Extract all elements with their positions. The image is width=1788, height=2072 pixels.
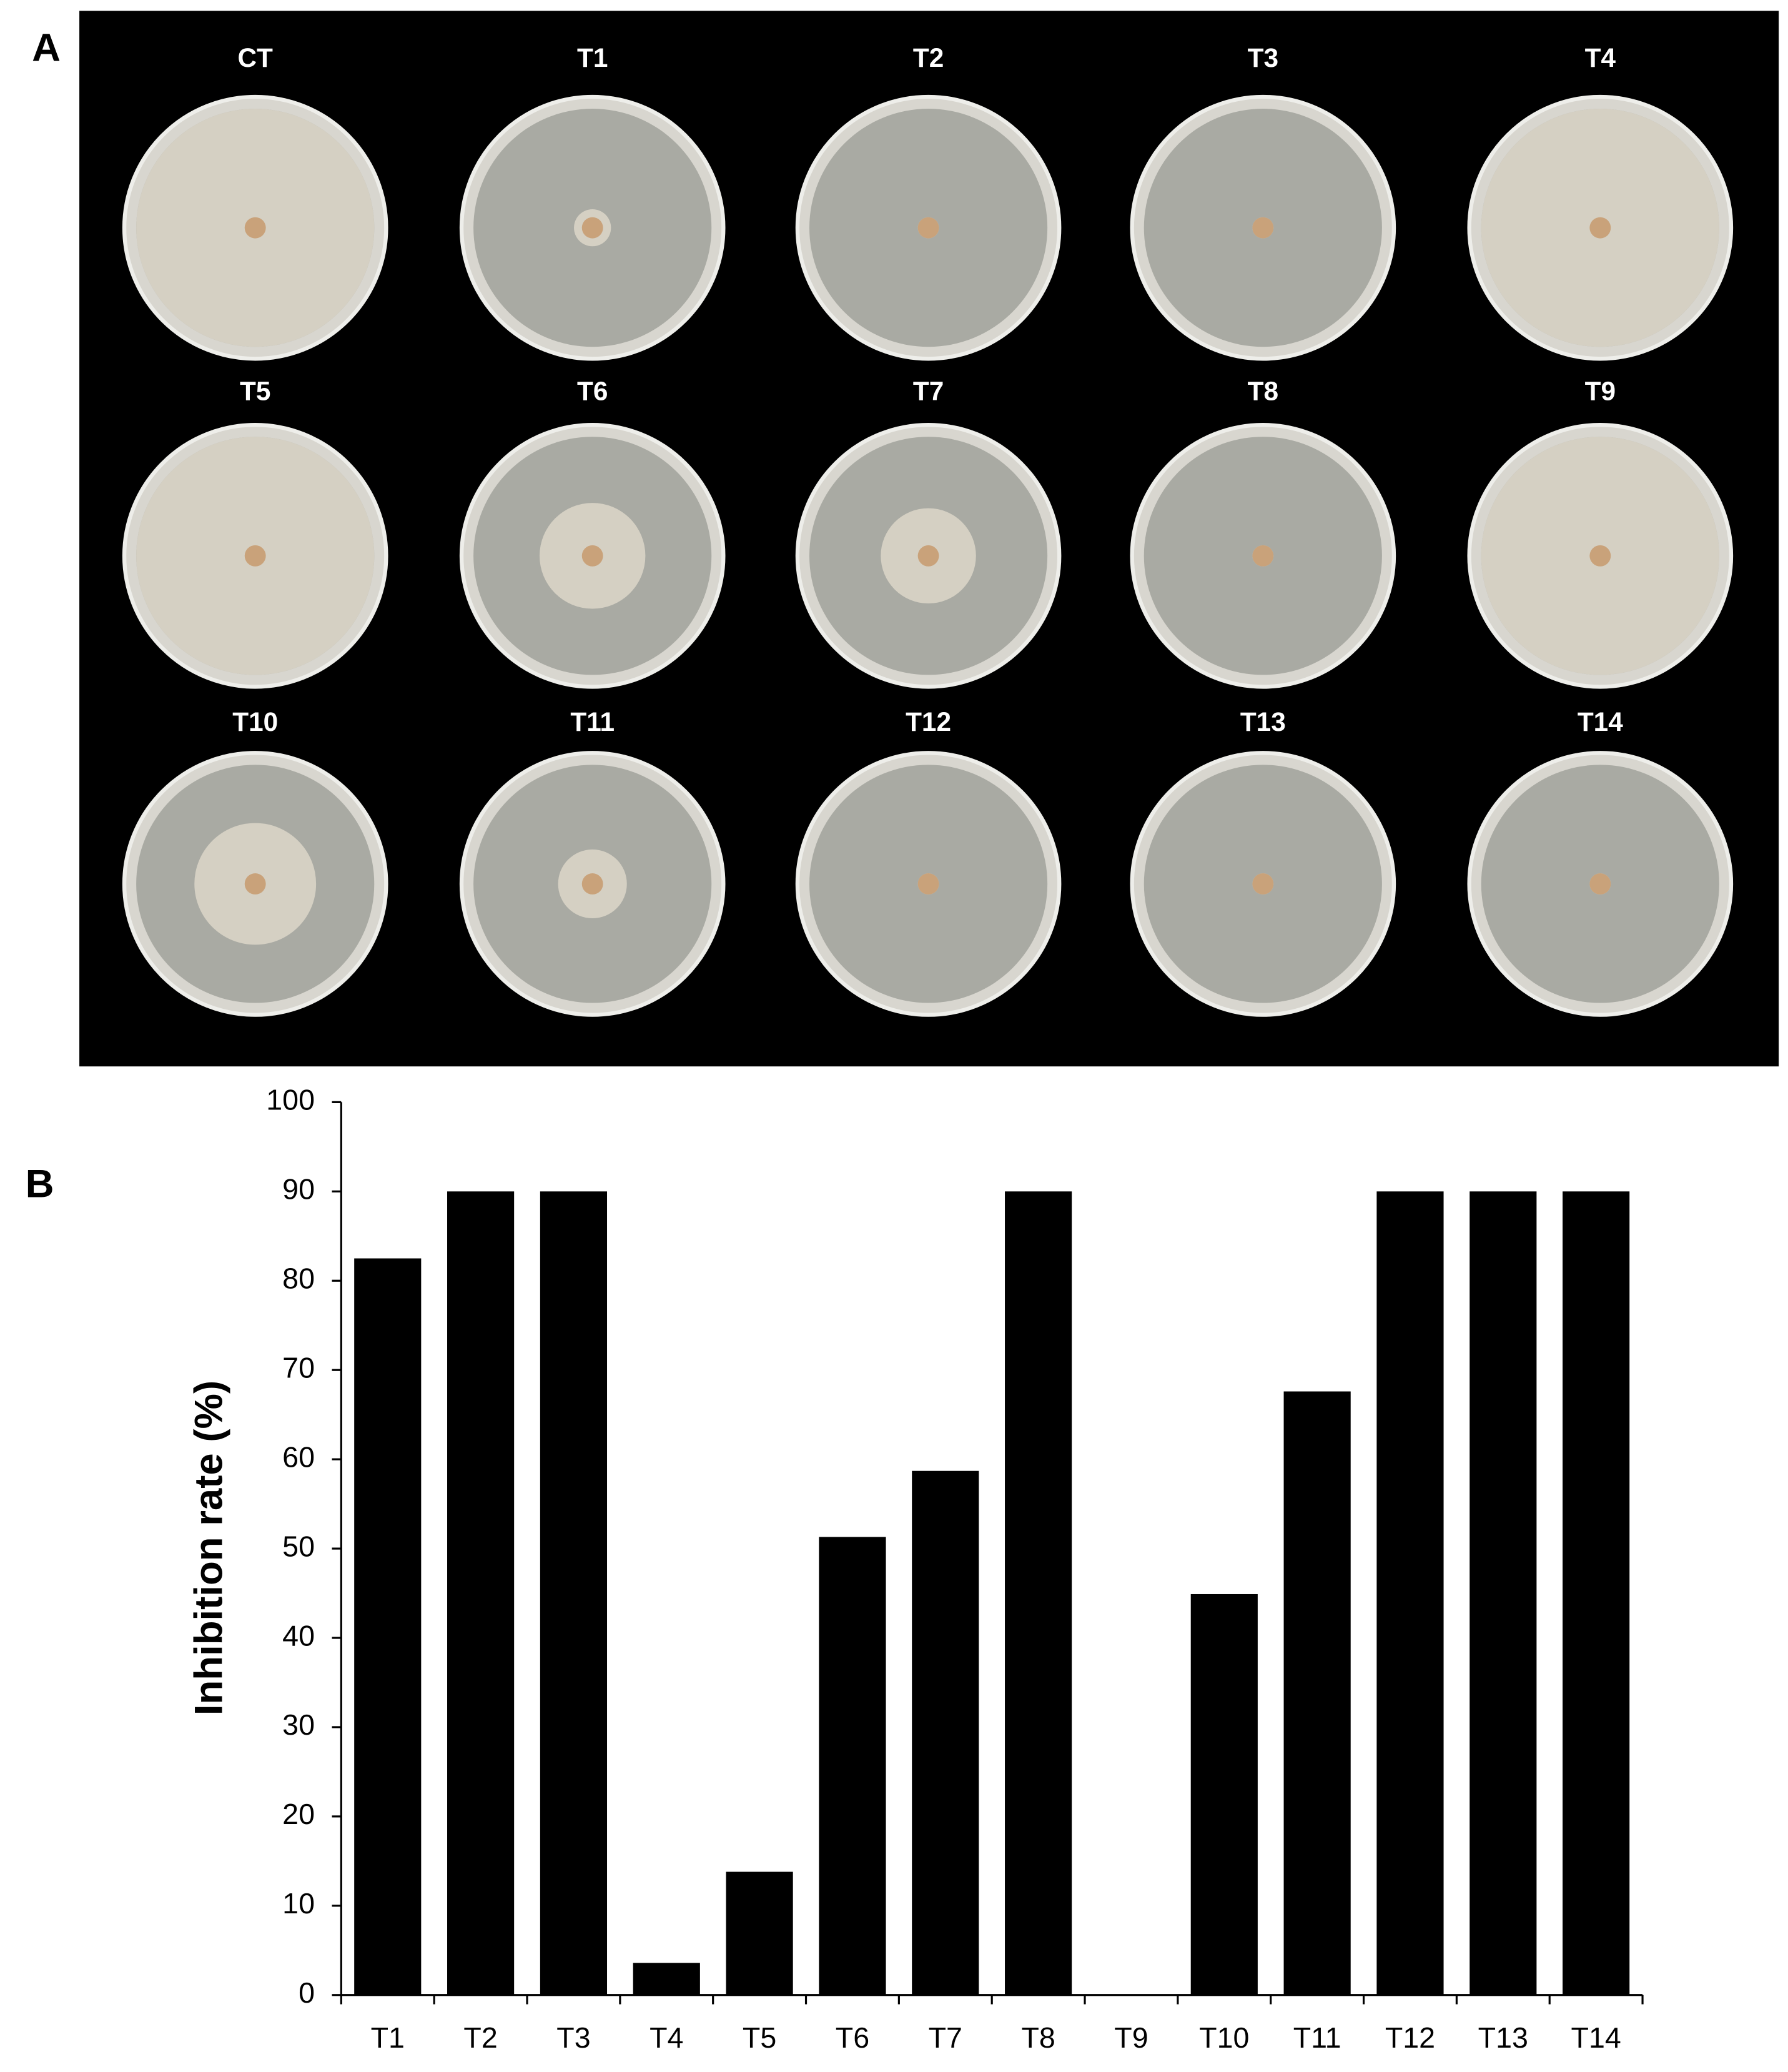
plate-label: T4 (1585, 43, 1616, 72)
plate-label: T13 (1240, 707, 1286, 736)
x-tick-label: T8 (1021, 2021, 1055, 2054)
bar (354, 1258, 422, 1995)
x-tick-label: T7 (929, 2021, 962, 2054)
panel-label: B (26, 1162, 54, 1206)
x-tick-label: T2 (463, 2021, 497, 2054)
bar (447, 1191, 515, 1995)
plate-label: T5 (240, 377, 270, 406)
x-tick-label: T14 (1571, 2021, 1621, 2054)
inoculum (1589, 545, 1611, 567)
y-axis-label: Inhibition rate (%) (187, 1381, 231, 1715)
inoculum (244, 873, 266, 895)
x-tick-label: T1 (371, 2021, 405, 2054)
inoculum (581, 545, 603, 567)
inoculum (244, 545, 266, 567)
plate-label: T6 (577, 377, 608, 406)
y-tick-label: 0 (299, 1976, 315, 2009)
x-tick-label: T9 (1114, 2021, 1148, 2054)
y-tick-label: 70 (282, 1351, 315, 1384)
inoculum (1589, 217, 1611, 239)
y-tick-label: 10 (282, 1887, 315, 1920)
y-tick-label: 50 (282, 1530, 315, 1562)
panel-label: A (32, 26, 61, 70)
x-tick-label: T3 (556, 2021, 590, 2054)
inoculum (1252, 217, 1274, 239)
plate-label: T8 (1248, 377, 1278, 406)
x-tick-label: T11 (1293, 2021, 1341, 2054)
plate-label: T10 (232, 707, 278, 736)
bar (726, 1871, 793, 1995)
inoculum (917, 873, 939, 895)
y-tick-label: 20 (282, 1798, 315, 1830)
inoculum (1252, 545, 1274, 567)
plate-label: T12 (906, 707, 951, 736)
bar (1469, 1191, 1537, 1995)
bar (1563, 1191, 1630, 1995)
plate-label: T11 (570, 707, 615, 736)
y-tick-label: 40 (282, 1619, 315, 1652)
bar (819, 1537, 886, 1995)
y-tick-label: 30 (282, 1708, 315, 1741)
plate-label: T3 (1248, 43, 1278, 72)
x-tick-label: T12 (1385, 2021, 1435, 2054)
bar (1005, 1191, 1072, 1995)
inoculum (581, 217, 603, 239)
x-tick-label: T5 (743, 2021, 776, 2054)
x-tick-label: T6 (836, 2021, 869, 2054)
plate-label: T1 (577, 43, 608, 72)
plate-label: T7 (913, 377, 944, 406)
y-tick-label: 60 (282, 1440, 315, 1473)
y-tick-label: 100 (266, 1084, 315, 1116)
inoculum (917, 545, 939, 567)
inoculum (1589, 873, 1611, 895)
inoculum (1252, 873, 1274, 895)
inoculum (581, 873, 603, 895)
plate-label: T9 (1585, 377, 1616, 406)
y-tick-label: 80 (282, 1262, 315, 1295)
x-tick-label: T4 (650, 2021, 683, 2054)
plate-label: CT (237, 43, 273, 72)
bar (540, 1191, 608, 1995)
inoculum (917, 217, 939, 239)
x-tick-label: T10 (1199, 2021, 1249, 2054)
x-tick-label: T13 (1478, 2021, 1528, 2054)
bar (633, 1963, 700, 1995)
bar (1376, 1191, 1444, 1995)
plate-label: T2 (913, 43, 944, 72)
bar (912, 1470, 979, 1995)
plate-label: T14 (1578, 707, 1623, 736)
inoculum (244, 217, 266, 239)
y-tick-label: 90 (282, 1173, 315, 1206)
bar (1190, 1594, 1258, 1995)
bar (1283, 1391, 1351, 1995)
